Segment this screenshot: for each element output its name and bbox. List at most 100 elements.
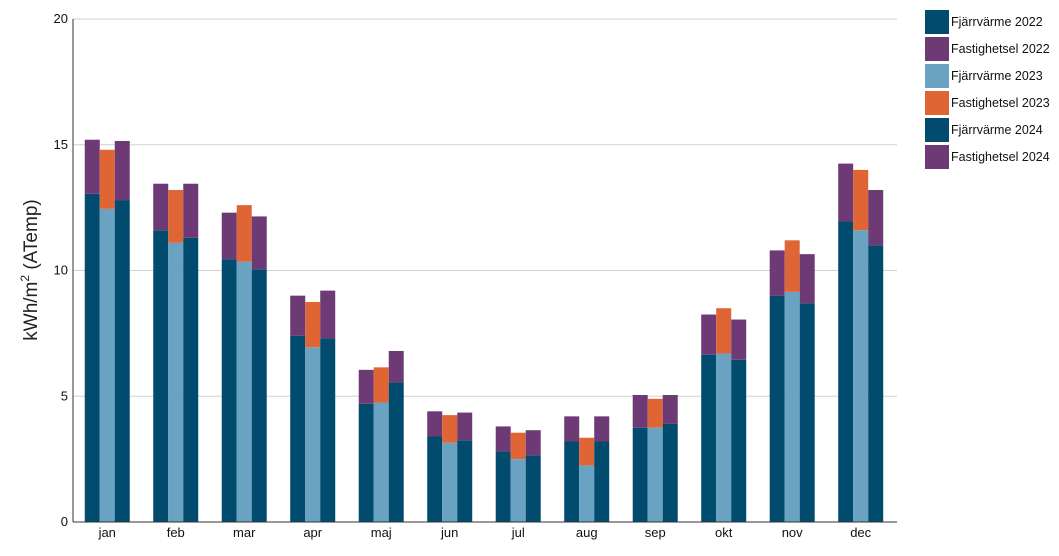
bar-segment	[868, 245, 884, 522]
bar-segment	[594, 416, 610, 442]
bar-segment	[457, 412, 473, 441]
y-tick-label: 5	[61, 388, 68, 403]
bar-segment	[442, 442, 458, 522]
bar-segment	[868, 190, 884, 246]
y-tick-label: 10	[54, 263, 68, 278]
bar-segment	[579, 437, 595, 466]
bar-segment	[838, 221, 854, 522]
bar-segment	[510, 459, 526, 523]
bar-segment	[457, 440, 473, 522]
bar-segment	[183, 183, 199, 238]
bar-segment	[183, 237, 199, 523]
legend-swatch	[925, 36, 949, 61]
y-axis-label-prefix: kWh/m	[21, 282, 42, 341]
bar-segment	[305, 301, 321, 348]
y-axis-label-suffix: (ATemp)	[21, 199, 42, 275]
x-tick-label: apr	[303, 525, 322, 540]
legend-item: Fastighetsel 2023	[925, 89, 1050, 116]
bar-segment	[442, 415, 458, 443]
bar-segment	[388, 382, 404, 522]
bar-segment	[305, 347, 321, 522]
bar-segment	[662, 423, 678, 522]
x-tick-label: okt	[715, 525, 733, 540]
legend-label: Fastighetsel 2022	[951, 41, 1050, 56]
x-tick-label: nov	[782, 525, 803, 540]
bar-segment	[251, 269, 267, 522]
bar-segment	[731, 359, 747, 522]
bar-segment	[525, 455, 541, 522]
bar-segment	[358, 403, 374, 522]
legend-swatch	[925, 9, 949, 34]
bar-segment	[647, 427, 663, 522]
bar-segment	[769, 295, 785, 522]
bar-segment	[701, 354, 717, 522]
legend-item: Fjärrvärme 2022	[925, 8, 1050, 35]
x-tick-label: sep	[645, 525, 666, 540]
bar-segment	[769, 250, 785, 296]
bar-segment	[221, 212, 237, 260]
bar-segment	[632, 427, 648, 522]
bar-segment	[579, 465, 595, 522]
bar-segment	[358, 369, 374, 404]
bar-segment	[495, 451, 511, 522]
bar-segment	[373, 402, 389, 522]
bar-segment	[320, 290, 336, 339]
x-tick-label: dec	[850, 525, 871, 540]
bar-segment	[632, 394, 648, 428]
bar-segment	[427, 436, 443, 522]
bar-segment	[716, 308, 732, 354]
x-tick-label: jun	[440, 525, 458, 540]
axes	[72, 19, 897, 523]
x-tick-label: maj	[371, 525, 392, 540]
bar-segment	[320, 338, 336, 522]
bar-segment	[510, 432, 526, 460]
legend-label: Fjärrvärme 2024	[951, 122, 1043, 137]
bar-segment	[427, 411, 443, 437]
bar-segment	[594, 441, 610, 522]
bar-segment	[388, 350, 404, 383]
legend-swatch	[925, 90, 949, 115]
y-axis-label-superscript: 2	[18, 275, 32, 282]
bars	[84, 139, 884, 523]
y-axis-label: kWh/m2 (ATemp)	[18, 199, 42, 340]
legend: Fjärrvärme 2022 Fastighetsel 2022 Fjärrvär…	[925, 8, 1050, 170]
bar-segment	[701, 314, 717, 355]
x-tick-label: jul	[511, 525, 525, 540]
bar-segment	[153, 230, 169, 522]
legend-label: Fjärrvärme 2023	[951, 68, 1043, 83]
legend-item: Fjärrvärme 2023	[925, 62, 1050, 89]
y-tick-label: 15	[54, 137, 68, 152]
y-tick-label: 20	[54, 11, 68, 26]
x-tick-label: jan	[98, 525, 116, 540]
bar-segment	[784, 240, 800, 292]
bar-segment	[290, 295, 306, 336]
bar-segment	[716, 353, 732, 522]
bar-segment	[784, 291, 800, 522]
grid-lines	[73, 18, 897, 397]
bar-segment	[853, 169, 869, 231]
legend-label: Fastighetsel 2023	[951, 95, 1050, 110]
bar-segment	[114, 140, 130, 201]
bar-segment	[495, 426, 511, 452]
bar-segment	[853, 230, 869, 522]
bar-segment	[114, 200, 130, 522]
x-tick-labels: jan feb mar apr maj jun jul aug sep okt nov dec	[98, 525, 872, 540]
bar-segment	[799, 254, 815, 304]
y-tick-label: 0	[61, 514, 68, 529]
legend-label: Fjärrvärme 2022	[951, 14, 1043, 29]
bar-segment	[221, 259, 237, 522]
bar-segment	[84, 193, 100, 523]
bar-segment	[647, 398, 663, 428]
legend-item: Fjärrvärme 2024	[925, 116, 1050, 143]
bar-segment	[799, 303, 815, 522]
bar-segment	[168, 190, 184, 243]
bar-segment	[99, 149, 115, 209]
bar-segment	[290, 335, 306, 522]
legend-swatch	[925, 144, 949, 169]
legend-swatch	[925, 63, 949, 88]
bar-segment	[373, 367, 389, 403]
bar-segment	[731, 319, 747, 360]
legend-item: Fastighetsel 2024	[925, 143, 1050, 170]
bar-segment	[838, 163, 854, 222]
x-tick-label: aug	[576, 525, 598, 540]
